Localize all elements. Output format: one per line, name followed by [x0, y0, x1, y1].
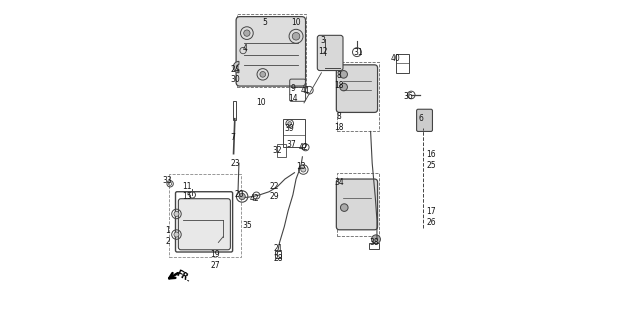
- Circle shape: [174, 232, 179, 237]
- Text: 16
25: 16 25: [426, 150, 436, 170]
- Circle shape: [239, 193, 245, 200]
- Text: 40: 40: [391, 54, 401, 63]
- Bar: [233, 101, 236, 120]
- Text: 17
26: 17 26: [426, 207, 436, 227]
- Circle shape: [301, 167, 306, 172]
- Text: 6: 6: [419, 114, 424, 123]
- Bar: [277, 144, 286, 157]
- Text: 34: 34: [334, 178, 344, 187]
- Circle shape: [292, 32, 300, 40]
- Text: 42: 42: [298, 143, 308, 152]
- Bar: [169, 174, 241, 257]
- Wedge shape: [233, 61, 239, 73]
- Bar: [396, 54, 409, 73]
- Circle shape: [372, 235, 381, 244]
- Text: 31: 31: [353, 48, 363, 57]
- Text: 20: 20: [234, 190, 244, 199]
- FancyBboxPatch shape: [416, 109, 433, 132]
- Text: 5: 5: [262, 18, 266, 27]
- Text: 38: 38: [369, 238, 379, 247]
- Circle shape: [260, 71, 266, 77]
- FancyBboxPatch shape: [236, 17, 305, 86]
- Bar: [337, 173, 379, 236]
- Text: 41: 41: [301, 86, 310, 95]
- Text: 32: 32: [272, 146, 282, 155]
- Text: 10: 10: [256, 99, 266, 108]
- Bar: [369, 243, 379, 250]
- Text: FR.: FR.: [174, 269, 192, 284]
- Circle shape: [340, 204, 348, 212]
- Text: 37: 37: [287, 140, 296, 148]
- Text: 21
28: 21 28: [274, 244, 283, 263]
- Text: 36: 36: [404, 92, 414, 101]
- Text: 1
2: 1 2: [165, 227, 170, 246]
- Circle shape: [244, 30, 250, 36]
- Bar: [283, 119, 305, 147]
- Bar: [337, 62, 379, 132]
- Text: 11
15: 11 15: [182, 182, 191, 201]
- FancyBboxPatch shape: [336, 65, 377, 112]
- Text: 10: 10: [291, 18, 301, 27]
- Text: 19
27: 19 27: [210, 250, 220, 270]
- FancyBboxPatch shape: [178, 199, 230, 250]
- Text: 24
30: 24 30: [231, 65, 241, 84]
- Text: 13: 13: [296, 162, 305, 171]
- Bar: [275, 252, 281, 258]
- Circle shape: [288, 122, 292, 125]
- Text: 8
18: 8 18: [334, 112, 344, 132]
- Text: 35: 35: [242, 220, 252, 229]
- Bar: [238, 14, 305, 87]
- Text: 3
12: 3 12: [319, 36, 328, 55]
- Circle shape: [174, 212, 179, 216]
- FancyBboxPatch shape: [317, 35, 343, 70]
- Text: 4: 4: [243, 44, 248, 53]
- Circle shape: [340, 70, 347, 78]
- Text: 9
14: 9 14: [288, 84, 298, 103]
- Text: 33: 33: [162, 176, 172, 185]
- FancyBboxPatch shape: [336, 179, 377, 230]
- Circle shape: [340, 83, 347, 91]
- Text: 22
29: 22 29: [269, 182, 278, 201]
- Text: 39: 39: [285, 124, 295, 133]
- Text: 42: 42: [250, 194, 260, 203]
- Text: 8
18: 8 18: [334, 71, 344, 90]
- Text: 7: 7: [230, 133, 235, 142]
- Text: 23: 23: [231, 159, 241, 168]
